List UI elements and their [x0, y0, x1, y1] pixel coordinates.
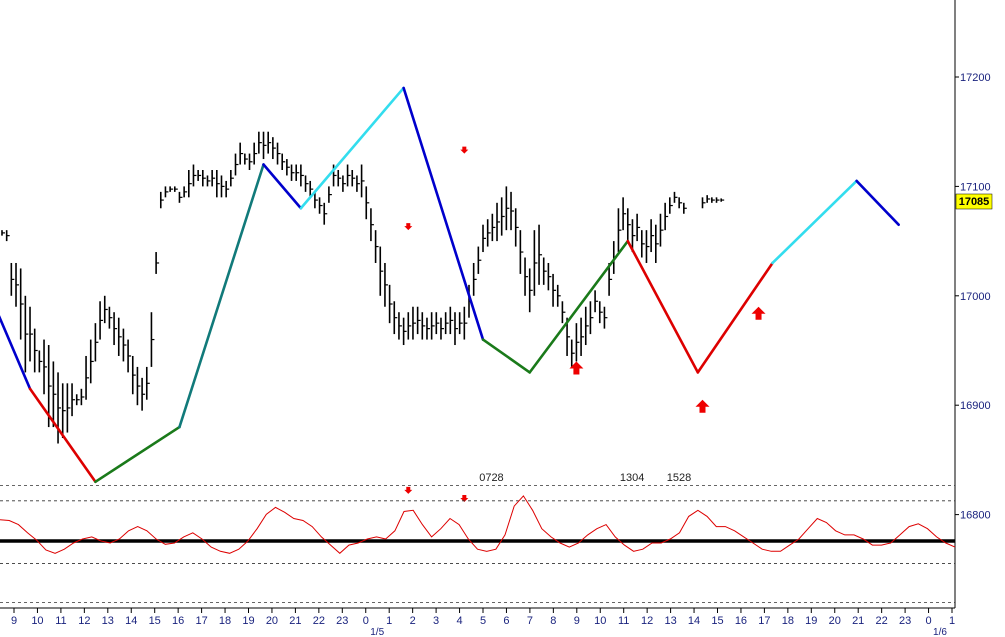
zigzag-lines — [0, 86, 900, 484]
oscillator-annotation: 1528 — [667, 472, 691, 484]
current-price-label: 17085 — [959, 196, 990, 208]
zigzag-segment — [626, 239, 700, 374]
x-tick-label: 19 — [805, 615, 817, 627]
current-price-badge — [955, 193, 993, 210]
zigzag-segment — [178, 163, 265, 429]
zigzag-segment — [262, 163, 303, 210]
zigzag-segment — [855, 179, 900, 226]
x-tick-label: 16 — [172, 615, 184, 627]
x-tick-label: 23 — [899, 615, 911, 627]
signal-arrows — [404, 146, 766, 503]
oscillator-annotations: 0728 1304 1528 — [479, 472, 691, 484]
x-tick-label: 17 — [758, 615, 770, 627]
x-tick-label: 9 — [11, 615, 17, 627]
sell-arrow-icon — [404, 223, 413, 231]
x-tick-label: 15 — [149, 615, 161, 627]
buy-arrow-icon — [751, 306, 766, 320]
x-tick-label: 11 — [55, 615, 66, 627]
x-tick-label: 19 — [242, 615, 254, 627]
x-tick-label: 21 — [289, 615, 301, 627]
x-tick-label: 0 — [925, 615, 931, 627]
current-price-tag: 17085 — [955, 193, 993, 210]
zigzag-segment — [299, 86, 405, 210]
oscillator-annotation: 1304 — [620, 472, 644, 484]
x-tick-label: 0 — [363, 615, 369, 627]
oscillator-annotation: 0728 — [479, 472, 503, 484]
x-tick-label: 23 — [336, 615, 348, 627]
x-tick-label: 21 — [852, 615, 864, 627]
zigzag-segment — [696, 261, 774, 374]
x-tick-label: 22 — [876, 615, 888, 627]
x-tick-label: 11 — [618, 615, 629, 627]
x-tick-label: 9 — [574, 615, 580, 627]
zigzag-segment — [94, 425, 181, 484]
x-tick-label: 8 — [550, 615, 556, 627]
y-tick-label: 17000 — [960, 291, 991, 303]
x-tick-label: 18 — [782, 615, 794, 627]
zigzag-segment — [528, 239, 630, 374]
y-tick-label: 17200 — [960, 72, 991, 84]
x-tick-label: 22 — [313, 615, 325, 627]
x-tick-label: 13 — [664, 615, 676, 627]
x-tick-label: 1 — [949, 615, 955, 627]
price-bars — [1, 131, 725, 444]
zigzag-segment — [481, 338, 532, 374]
x-tick-label: 18 — [219, 615, 231, 627]
x-tick-label: 10 — [594, 615, 606, 627]
x-tick-label: 14 — [688, 615, 700, 627]
x-tick-label: 12 — [78, 615, 90, 627]
sell-arrow-icon — [404, 486, 413, 494]
x-tick-label: 6 — [503, 615, 509, 627]
x-axis-ticks: 9 10 11 12 13 14 15 16 17 18 19 20 21 22 23 0 1 2 3 4 5 6 7 8 9 1… — [11, 608, 955, 637]
x-tick-label: 20 — [266, 615, 278, 627]
x-tick-label: 3 — [433, 615, 439, 627]
y-tick-label: 16800 — [960, 510, 991, 522]
x-tick-label: 1 — [386, 615, 392, 627]
y-axis-ticks: 17200 17100 17000 16900 16800 — [955, 72, 991, 522]
oscillator-line — [0, 495, 956, 554]
x-tick-label: 2 — [410, 615, 416, 627]
oscillator-panel — [0, 485, 956, 603]
x-tick-label: 5 — [480, 615, 486, 627]
y-tick-label: 17100 — [960, 181, 991, 193]
sell-arrow-icon — [460, 146, 469, 154]
zigzag-segment — [771, 179, 858, 265]
zigzag-segment — [402, 86, 485, 341]
x-tick-label: 20 — [829, 615, 841, 627]
x-tick-label: 10 — [31, 615, 43, 627]
axis-frame — [0, 0, 956, 609]
zigzag-segment — [0, 315, 32, 391]
x-tick-label: 7 — [527, 615, 533, 627]
x-tick-label: 13 — [102, 615, 114, 627]
x-tick-label: 14 — [125, 615, 137, 627]
x-date-label: 1/5 — [370, 627, 384, 637]
sell-arrow-icon — [460, 495, 469, 503]
x-tick-label: 15 — [711, 615, 723, 627]
zigzag-segment — [28, 387, 97, 484]
x-tick-label: 16 — [735, 615, 747, 627]
x-date-label: 1/6 — [933, 627, 947, 637]
buy-arrow-icon — [569, 361, 584, 375]
x-tick-label: 12 — [641, 615, 653, 627]
buy-arrow-icon — [695, 399, 710, 413]
x-tick-label: 4 — [456, 615, 462, 627]
x-tick-label: 17 — [195, 615, 207, 627]
y-tick-label: 16900 — [960, 400, 991, 412]
